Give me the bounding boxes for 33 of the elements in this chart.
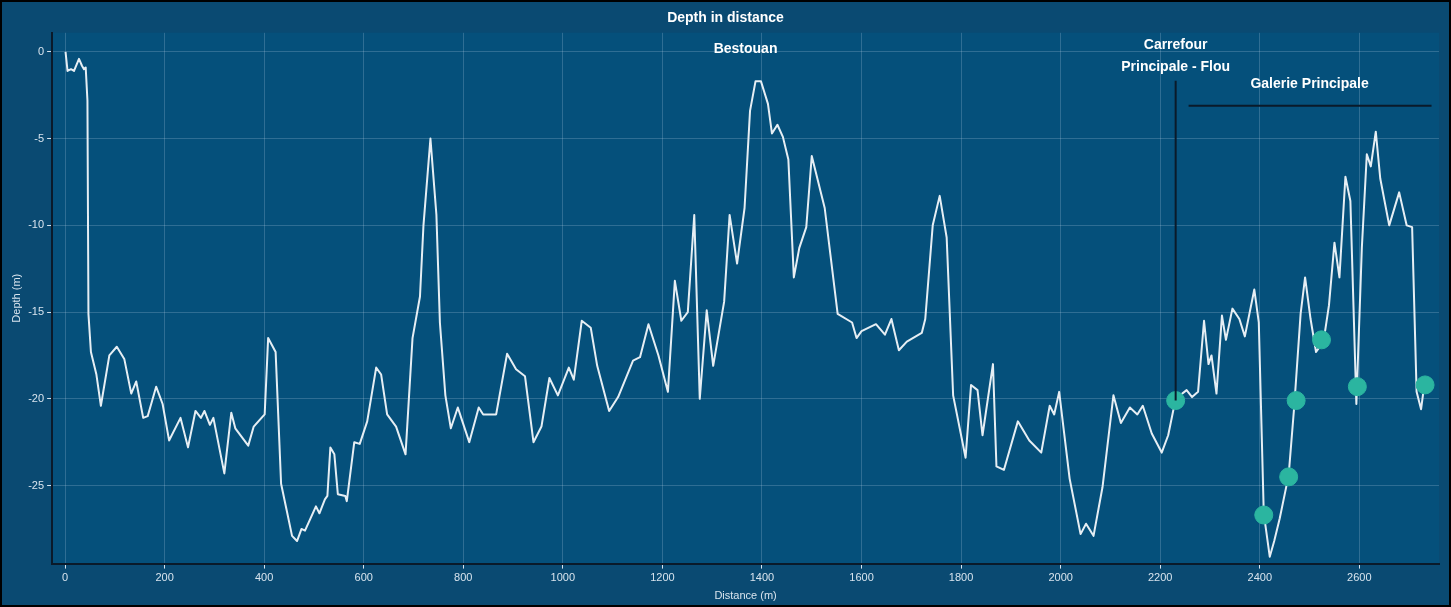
point — [1312, 330, 1332, 350]
point — [1286, 391, 1306, 411]
y-tick-label: 0 — [37, 44, 45, 57]
y-tick-label: -10 — [28, 218, 45, 231]
point — [1254, 505, 1274, 525]
x-tick-label: 200 — [155, 571, 174, 584]
x-tick-label: 800 — [454, 571, 473, 584]
y-tick-label: -20 — [28, 391, 45, 404]
point — [1279, 467, 1299, 487]
point — [1166, 391, 1186, 411]
x-tick-label: 1400 — [749, 571, 775, 584]
point — [1415, 375, 1435, 395]
chart-title: Depth in distance — [667, 9, 785, 26]
x-tick-label: 1000 — [550, 571, 576, 584]
x-tick-label: 0 — [61, 571, 69, 584]
point — [1347, 377, 1367, 397]
x-tick-label: 1600 — [849, 571, 874, 584]
x-tick-label: 2000 — [1048, 571, 1073, 584]
x-tick-label: 2600 — [1347, 571, 1372, 584]
annotation: Carrefour Principale - Flou — [1121, 35, 1231, 74]
x-tick-label: 1200 — [650, 571, 675, 584]
y-tick-label: -15 — [28, 305, 45, 318]
y-tick-label: -25 — [28, 478, 45, 491]
x-tick-label: 400 — [254, 571, 274, 584]
x-tick-label: 600 — [354, 571, 373, 584]
x-axis-title: Distance (m) — [714, 589, 777, 602]
y-tick-label: -5 — [34, 131, 45, 144]
x-tick-label: 1800 — [948, 571, 974, 584]
y-axis-title: Depth (m) — [9, 273, 22, 323]
annotation: Bestouan — [713, 39, 778, 56]
x-tick-label: 2400 — [1247, 571, 1273, 584]
annotation: Galerie Principale — [1250, 74, 1369, 91]
x-tick-label: 2200 — [1147, 571, 1173, 584]
